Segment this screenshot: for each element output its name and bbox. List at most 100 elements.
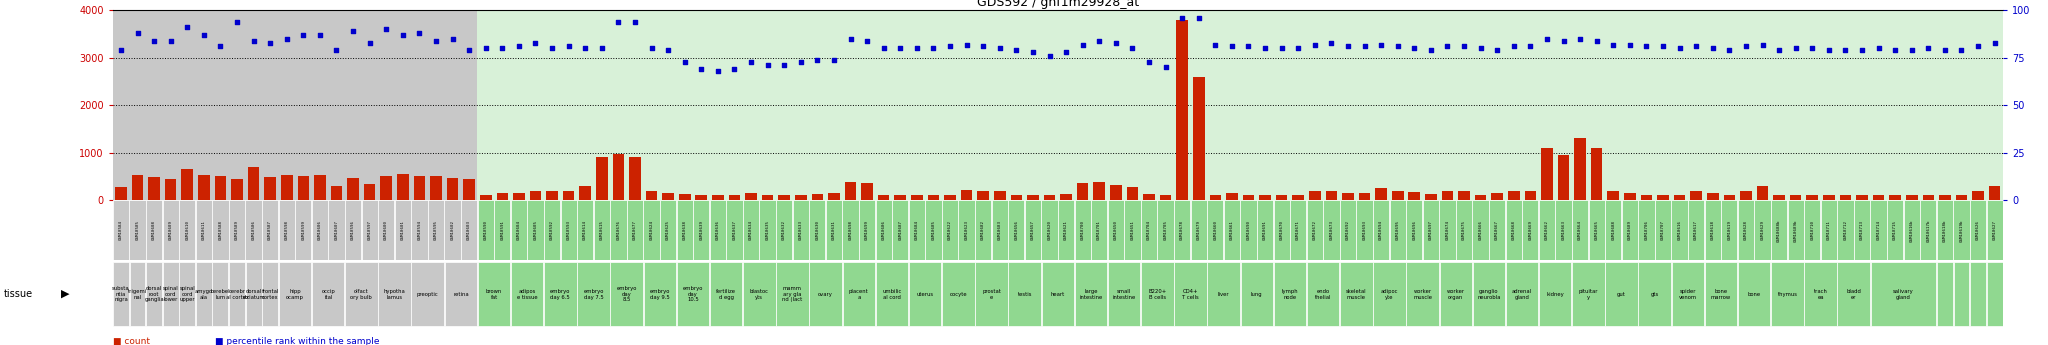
Bar	[1241, 200, 1257, 260]
Text: GSM18618: GSM18618	[1710, 220, 1714, 240]
Text: GSM18685: GSM18685	[932, 220, 936, 240]
Text: GSM18710: GSM18710	[1810, 220, 1815, 240]
Text: GSM18701: GSM18701	[1098, 220, 1102, 240]
Bar	[129, 262, 145, 326]
Bar	[713, 195, 723, 200]
Bar	[328, 200, 344, 260]
Point	[1266, 46, 1298, 51]
Bar	[1853, 200, 1870, 260]
Bar	[1376, 188, 1386, 200]
Bar	[1542, 148, 1552, 200]
Bar	[1143, 194, 1155, 200]
Text: GSM18696: GSM18696	[1413, 220, 1417, 240]
Text: endo
thelial: endo thelial	[1315, 289, 1331, 299]
Text: GSM18621: GSM18621	[1065, 220, 1069, 240]
Bar	[1075, 200, 1092, 260]
Bar	[1757, 186, 1767, 200]
Point	[1712, 47, 1745, 53]
Bar	[629, 157, 641, 200]
Text: uterus: uterus	[918, 292, 934, 297]
Bar	[1956, 195, 1968, 200]
Text: GSM18617: GSM18617	[1694, 220, 1698, 240]
Text: occip
ital: occip ital	[322, 289, 336, 299]
Text: tissue: tissue	[4, 289, 33, 299]
Bar	[1507, 190, 1520, 200]
Bar	[446, 178, 459, 200]
Text: GSM18606: GSM18606	[317, 220, 322, 240]
Bar	[262, 200, 279, 260]
Point	[1929, 47, 1962, 53]
Point	[205, 44, 238, 49]
Point	[586, 46, 618, 51]
Text: retina: retina	[453, 292, 469, 297]
Point	[967, 44, 999, 49]
Text: GSM18711: GSM18711	[1827, 220, 1831, 240]
Point	[817, 57, 850, 62]
Text: GSM18682: GSM18682	[981, 220, 985, 240]
Bar	[1059, 200, 1075, 260]
Text: bone: bone	[1747, 292, 1761, 297]
Point	[1630, 44, 1663, 49]
Point	[918, 46, 950, 51]
Text: hypotha
lamus: hypotha lamus	[383, 289, 406, 299]
Bar	[1855, 195, 1868, 200]
Text: ▶: ▶	[61, 289, 70, 299]
Bar	[428, 200, 444, 260]
Text: GSM18700: GSM18700	[1081, 220, 1085, 240]
Bar	[1141, 262, 1174, 326]
Point	[453, 47, 485, 53]
Bar	[909, 262, 942, 326]
Bar	[264, 177, 276, 200]
Text: GSM18675: GSM18675	[1462, 220, 1466, 240]
Text: GSM18678: GSM18678	[1180, 220, 1184, 240]
Text: GSM18594: GSM18594	[418, 220, 422, 240]
Bar	[147, 177, 160, 200]
Point	[1614, 42, 1647, 47]
Bar	[197, 262, 211, 326]
Bar	[477, 10, 2003, 200]
Bar	[975, 200, 991, 260]
Bar	[1358, 193, 1370, 200]
Bar	[1257, 200, 1274, 260]
Bar	[1739, 262, 1769, 326]
Bar	[1192, 77, 1204, 200]
Point	[1546, 38, 1579, 43]
Text: GSM18628: GSM18628	[1745, 220, 1747, 240]
Bar	[1704, 200, 1720, 260]
Text: small
intestine: small intestine	[1112, 289, 1137, 299]
Text: hipp
ocamp: hipp ocamp	[287, 289, 303, 299]
Text: worker
muscle: worker muscle	[1413, 289, 1432, 299]
Bar	[1772, 262, 1804, 326]
Bar	[1837, 200, 1853, 260]
Text: amygd
ala: amygd ala	[195, 289, 213, 299]
Text: GSM18662: GSM18662	[1544, 220, 1548, 240]
Bar	[1176, 20, 1188, 200]
Bar	[182, 169, 193, 200]
Bar	[1440, 262, 1473, 326]
Bar	[1456, 200, 1473, 260]
Bar	[1325, 190, 1337, 200]
Bar	[1040, 200, 1057, 260]
Bar	[578, 200, 594, 260]
Point	[1663, 46, 1696, 51]
Bar	[1505, 262, 1538, 326]
Text: GSM18617b: GSM18617b	[1927, 219, 1931, 242]
Text: B220+
B cells: B220+ B cells	[1149, 289, 1167, 299]
Bar	[1638, 200, 1655, 260]
Bar	[1008, 200, 1024, 260]
Bar	[795, 195, 807, 200]
Bar	[977, 190, 989, 200]
Bar	[729, 195, 739, 200]
Bar	[1870, 262, 1935, 326]
Bar	[561, 200, 578, 260]
Bar	[1391, 200, 1405, 260]
Point	[1083, 38, 1116, 43]
Text: placent
a: placent a	[850, 289, 868, 299]
Point	[1016, 49, 1049, 55]
Bar	[793, 200, 809, 260]
Point	[553, 44, 586, 49]
Text: GSM18704: GSM18704	[1147, 220, 1151, 240]
Bar	[1010, 195, 1022, 200]
Text: cerebr
al cortex: cerebr al cortex	[225, 289, 248, 299]
Text: blastoc
yts: blastoc yts	[750, 289, 768, 299]
